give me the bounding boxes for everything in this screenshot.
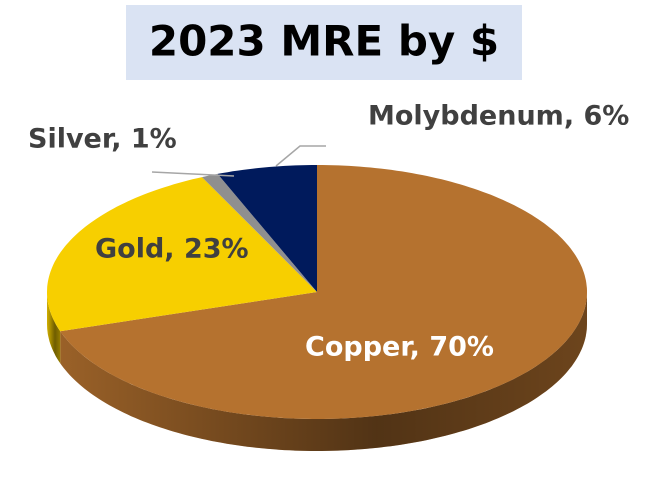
pie [47, 165, 587, 451]
slice [47, 177, 317, 332]
slice-side-shade [60, 292, 587, 451]
slice [202, 173, 317, 292]
leader-line [151, 171, 235, 177]
data-label: Copper, 70% [305, 332, 494, 363]
data-label: Silver, 1% [28, 124, 177, 155]
leader-line [275, 145, 326, 167]
slice-side-shade [47, 292, 61, 364]
data-label: Gold, 23% [95, 234, 249, 265]
chart-title: 2023 MRE by $ [149, 17, 499, 66]
title-box [126, 5, 522, 80]
slice [60, 165, 587, 419]
slice [217, 165, 317, 292]
data-label: Molybdenum, 6% [368, 101, 629, 132]
